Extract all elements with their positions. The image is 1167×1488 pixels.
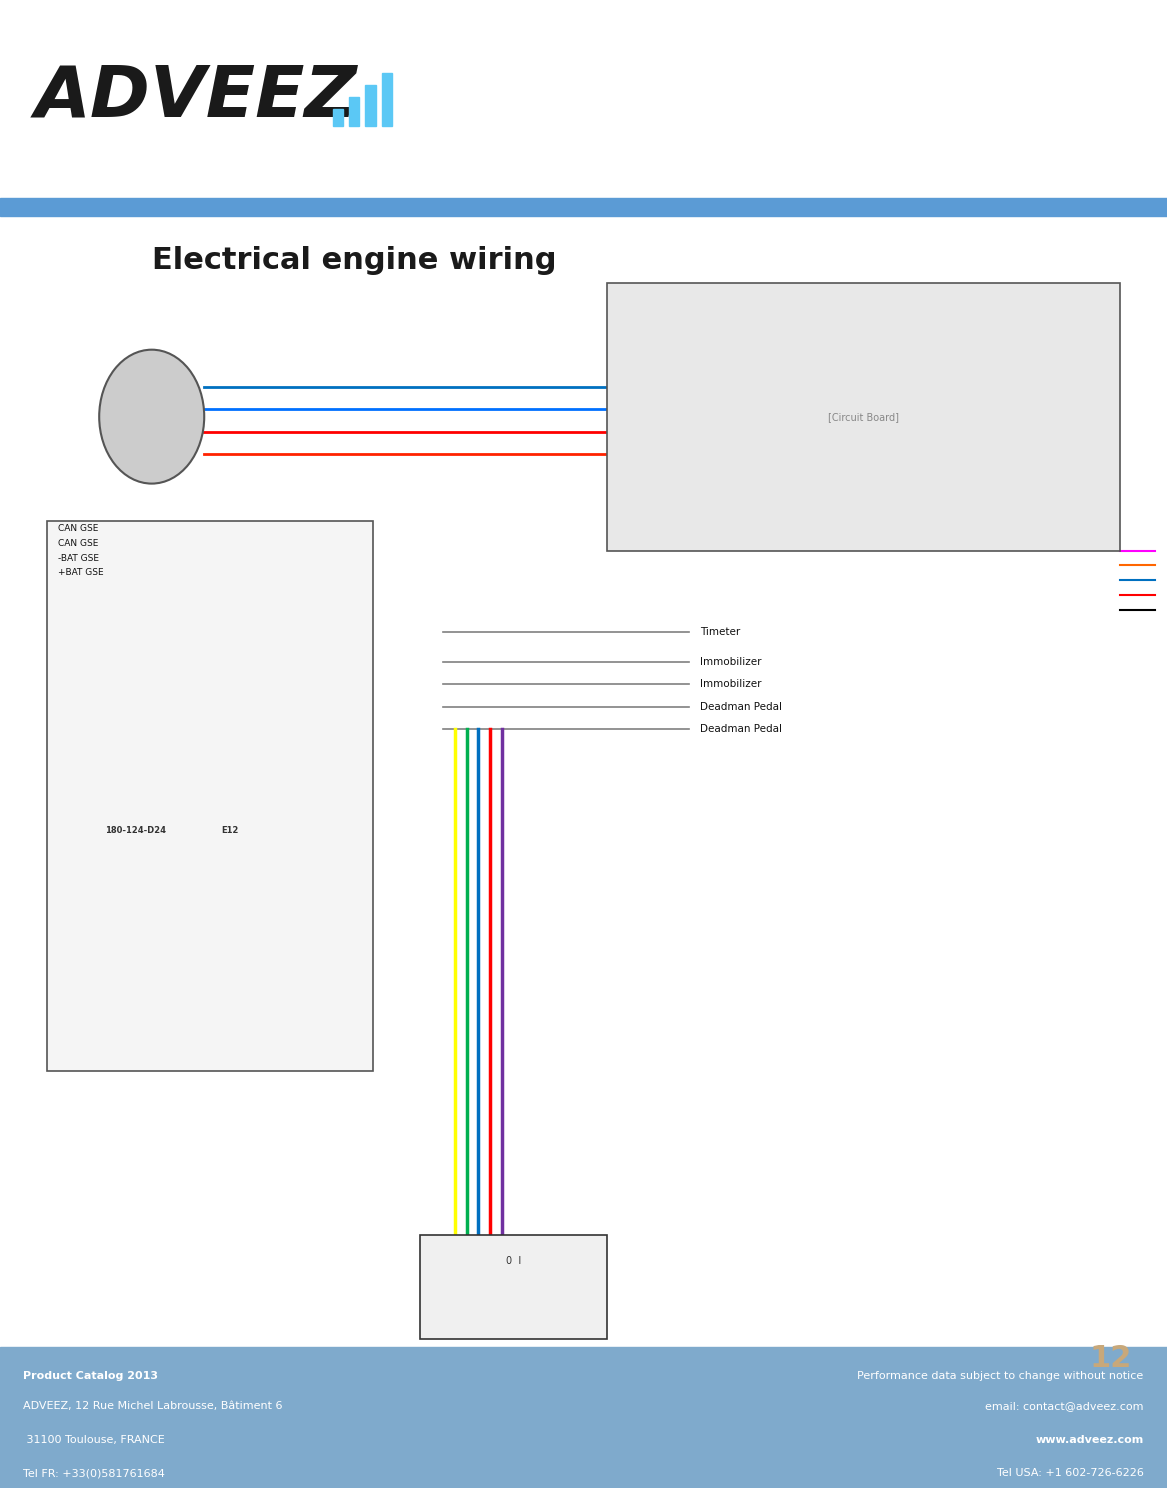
Text: Deadman Pedal: Deadman Pedal xyxy=(700,725,782,734)
Text: Deadman Pedal: Deadman Pedal xyxy=(700,702,782,711)
Circle shape xyxy=(99,350,204,484)
FancyBboxPatch shape xyxy=(47,521,373,1071)
Bar xyxy=(0,1347,1167,1488)
Text: +BAT GSE: +BAT GSE xyxy=(58,568,104,577)
Text: Product Catalog 2013: Product Catalog 2013 xyxy=(23,1372,159,1381)
Text: email: contact@adveez.com: email: contact@adveez.com xyxy=(985,1402,1144,1411)
FancyBboxPatch shape xyxy=(420,1235,607,1339)
Bar xyxy=(349,97,359,126)
Text: CAN GSE: CAN GSE xyxy=(58,539,99,548)
Text: ADVEEZ: ADVEEZ xyxy=(35,62,358,131)
Text: -BAT GSE: -BAT GSE xyxy=(58,554,99,562)
Text: Performance data subject to change without notice: Performance data subject to change witho… xyxy=(858,1372,1144,1381)
Text: 0  I: 0 I xyxy=(505,1256,522,1266)
Text: ADVEEZ, 12 Rue Michel Labrousse, Bâtiment 6: ADVEEZ, 12 Rue Michel Labrousse, Bâtimen… xyxy=(23,1402,282,1411)
Bar xyxy=(0,198,1167,216)
Text: CAN GSE: CAN GSE xyxy=(58,524,99,533)
Text: www.adveez.com: www.adveez.com xyxy=(1035,1436,1144,1445)
Text: Immobilizer: Immobilizer xyxy=(700,680,762,689)
Bar xyxy=(333,109,343,126)
Text: Immobilizer: Immobilizer xyxy=(700,658,762,667)
Bar xyxy=(382,73,392,126)
Text: Timeter: Timeter xyxy=(700,628,740,637)
Text: Tel FR: +33(0)581761684: Tel FR: +33(0)581761684 xyxy=(23,1469,166,1478)
Text: 31100 Toulouse, FRANCE: 31100 Toulouse, FRANCE xyxy=(23,1436,165,1445)
Bar xyxy=(365,85,376,126)
Text: Tel USA: +1 602-726-6226: Tel USA: +1 602-726-6226 xyxy=(997,1469,1144,1478)
Text: 180-124-D24: 180-124-D24 xyxy=(105,826,166,835)
Text: E12: E12 xyxy=(222,826,239,835)
Text: [Circuit Board]: [Circuit Board] xyxy=(829,412,899,421)
FancyBboxPatch shape xyxy=(607,283,1120,551)
Text: Electrical engine wiring: Electrical engine wiring xyxy=(152,246,557,275)
Text: 12: 12 xyxy=(1090,1344,1132,1372)
